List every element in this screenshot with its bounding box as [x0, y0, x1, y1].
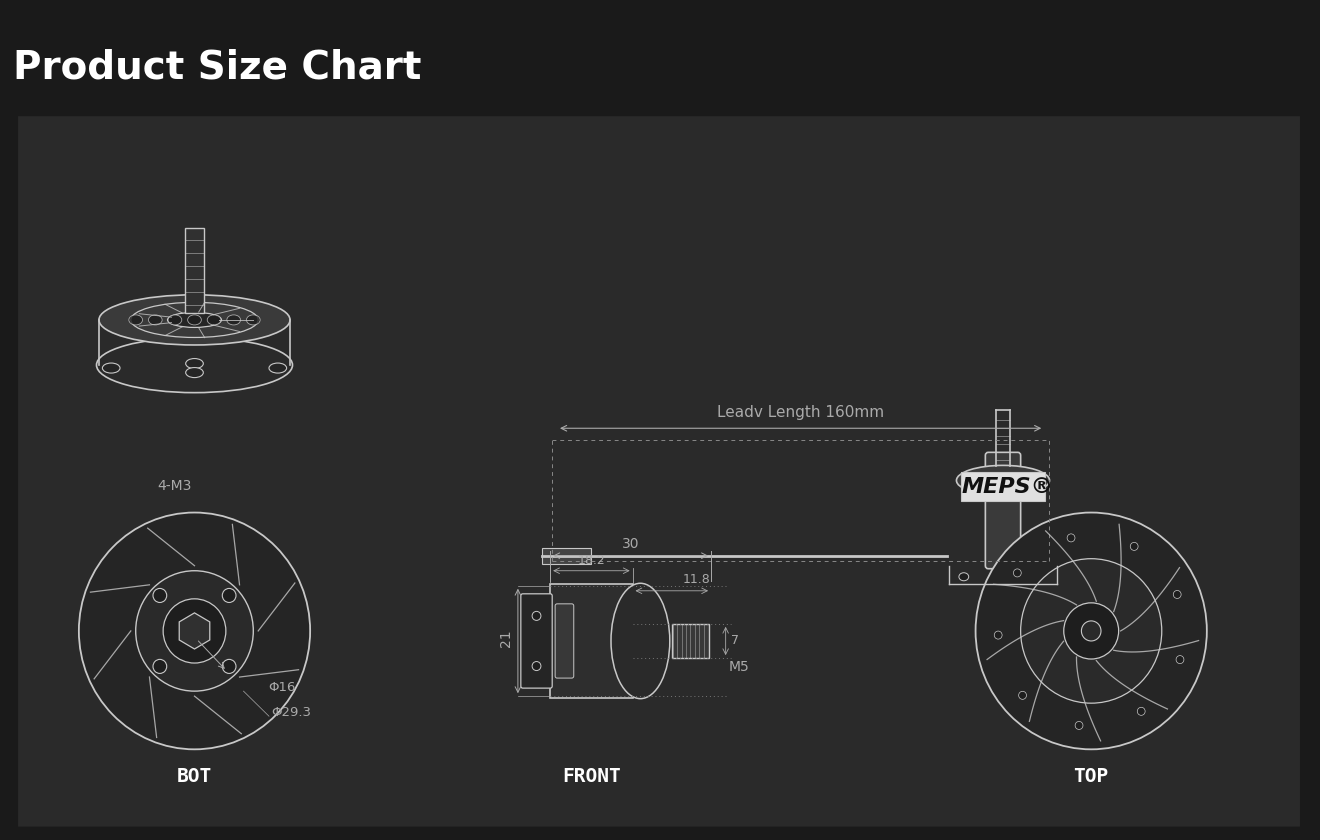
Ellipse shape	[187, 315, 202, 325]
Ellipse shape	[269, 363, 286, 373]
Text: M5: M5	[729, 660, 750, 674]
Text: 30: 30	[622, 537, 639, 551]
Text: 7: 7	[730, 634, 739, 648]
Text: Φ16: Φ16	[268, 681, 296, 694]
Ellipse shape	[958, 573, 969, 580]
FancyBboxPatch shape	[18, 116, 1300, 827]
Ellipse shape	[168, 315, 182, 325]
Circle shape	[1019, 691, 1027, 700]
Ellipse shape	[186, 368, 203, 378]
FancyBboxPatch shape	[185, 228, 205, 312]
Ellipse shape	[99, 295, 290, 345]
Ellipse shape	[207, 315, 220, 325]
Circle shape	[1014, 569, 1022, 577]
Ellipse shape	[227, 315, 240, 325]
Ellipse shape	[129, 315, 143, 325]
Circle shape	[222, 589, 236, 602]
Circle shape	[1081, 621, 1101, 641]
Circle shape	[1130, 543, 1138, 550]
Ellipse shape	[1038, 573, 1047, 580]
Text: Φ29.3: Φ29.3	[271, 706, 312, 719]
Circle shape	[975, 512, 1206, 749]
Text: 4-M3: 4-M3	[157, 480, 193, 493]
Ellipse shape	[247, 315, 260, 325]
Text: Product Size Chart: Product Size Chart	[13, 49, 421, 87]
Circle shape	[79, 512, 310, 749]
Circle shape	[1173, 591, 1181, 598]
Circle shape	[1138, 707, 1146, 716]
Circle shape	[1067, 534, 1074, 542]
Text: 21: 21	[499, 629, 513, 647]
Circle shape	[136, 570, 253, 691]
Circle shape	[1020, 559, 1162, 703]
Circle shape	[1064, 603, 1118, 659]
Text: Leadv Length 160mm: Leadv Length 160mm	[717, 405, 884, 420]
FancyBboxPatch shape	[521, 594, 552, 688]
Text: 11.8: 11.8	[682, 573, 710, 585]
Ellipse shape	[168, 312, 222, 328]
Text: FRONT: FRONT	[562, 767, 620, 786]
Text: TOP: TOP	[1073, 767, 1109, 786]
Ellipse shape	[532, 662, 541, 670]
Circle shape	[1074, 722, 1082, 729]
FancyBboxPatch shape	[985, 452, 1020, 569]
Circle shape	[153, 589, 166, 602]
Text: 18.2: 18.2	[578, 554, 606, 567]
Text: MEPS®: MEPS®	[962, 477, 1053, 497]
Ellipse shape	[186, 359, 203, 369]
Ellipse shape	[611, 583, 669, 699]
FancyBboxPatch shape	[672, 624, 709, 658]
Text: BOT: BOT	[177, 767, 213, 786]
Circle shape	[1176, 655, 1184, 664]
FancyBboxPatch shape	[543, 548, 591, 564]
Ellipse shape	[103, 363, 120, 373]
FancyBboxPatch shape	[550, 584, 632, 698]
Circle shape	[994, 631, 1002, 639]
Circle shape	[222, 659, 236, 674]
Ellipse shape	[957, 465, 1049, 496]
Circle shape	[164, 599, 226, 663]
Ellipse shape	[148, 315, 162, 325]
Circle shape	[153, 659, 166, 674]
Ellipse shape	[532, 612, 541, 621]
FancyBboxPatch shape	[961, 472, 1045, 501]
FancyBboxPatch shape	[556, 604, 574, 678]
